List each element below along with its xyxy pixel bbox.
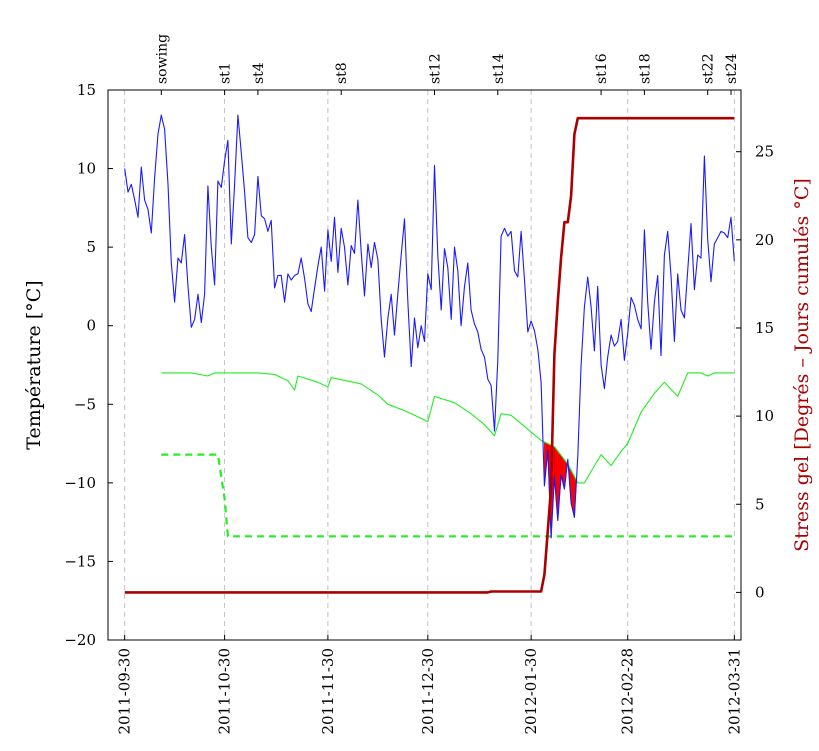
y-right-tick-label: 20 [755, 231, 774, 249]
x-tick-label: 2012-02-28 [619, 648, 637, 734]
x-tick-label: 2011-11-30 [319, 648, 337, 734]
y-right-tick-label: 10 [755, 407, 774, 425]
stage-label: st1 [218, 62, 234, 84]
stage-label: sowing [154, 34, 170, 84]
series-line-threshold-dashed [161, 453, 735, 538]
stage-label: st12 [427, 53, 443, 84]
x-tick-label: 2011-09-30 [116, 648, 134, 734]
stage-label: st4 [251, 62, 267, 84]
series-layer [124, 114, 735, 594]
y-right-tick-label: 25 [755, 143, 774, 161]
series-line-threshold [161, 372, 735, 484]
y-right-tick-label: 0 [755, 583, 765, 601]
axis-layer: 2011-09-30 2011-10-30 2011-11-30 2011-12-30… [64, 34, 774, 735]
x-tick-label: 2012-01-30 [522, 648, 540, 734]
stage-label: st16 [594, 53, 610, 84]
x-tick-label: 2011-10-30 [216, 648, 234, 734]
stage-label: st18 [637, 53, 653, 84]
stage-label: st8 [334, 62, 350, 84]
y-left-tick-label: −15 [64, 552, 96, 570]
y-left-tick-label: −10 [64, 474, 96, 492]
y-left-tick-label: −5 [74, 395, 96, 413]
x-tick-label: 2011-12-30 [419, 648, 437, 734]
series-line-stress [124, 116, 735, 594]
plot-frame [107, 89, 742, 641]
y-axis-title-right: Stress gel [Degrés – Jours cumulés °C] [791, 178, 813, 552]
stage-label: st22 [701, 53, 717, 84]
y-left-tick-label: 10 [77, 160, 96, 178]
y-left-tick-label: 0 [86, 317, 96, 335]
stage-label: st24 [724, 53, 740, 84]
vertical-grid [124, 90, 735, 640]
y-axis-title-left: Température [°C] [23, 280, 45, 449]
y-left-tick-label: −20 [64, 631, 96, 649]
x-tick-label: 2012-03-31 [725, 648, 743, 734]
y-left-tick-label: 15 [77, 81, 96, 99]
y-right-tick-label: 5 [755, 495, 765, 513]
series-line-temperature [124, 114, 735, 539]
y-right-tick-label: 15 [755, 319, 774, 337]
y-left-tick-label: 5 [86, 238, 96, 256]
stage-label: st14 [491, 53, 507, 84]
